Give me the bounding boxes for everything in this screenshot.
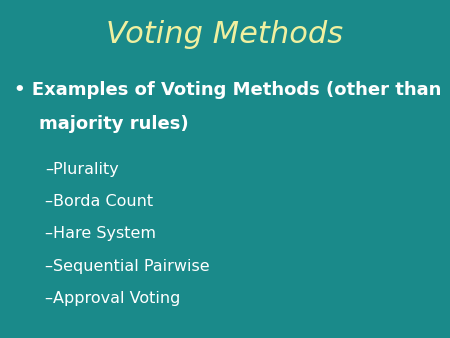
Text: –Borda Count: –Borda Count [45,194,153,209]
Text: • Examples of Voting Methods (other than: • Examples of Voting Methods (other than [14,81,441,99]
Text: Voting Methods: Voting Methods [107,20,343,49]
Text: –Plurality: –Plurality [45,162,119,177]
Text: –Hare System: –Hare System [45,226,156,241]
Text: –Approval Voting: –Approval Voting [45,291,180,306]
Text: majority rules): majority rules) [14,115,188,133]
Text: –Sequential Pairwise: –Sequential Pairwise [45,259,210,273]
